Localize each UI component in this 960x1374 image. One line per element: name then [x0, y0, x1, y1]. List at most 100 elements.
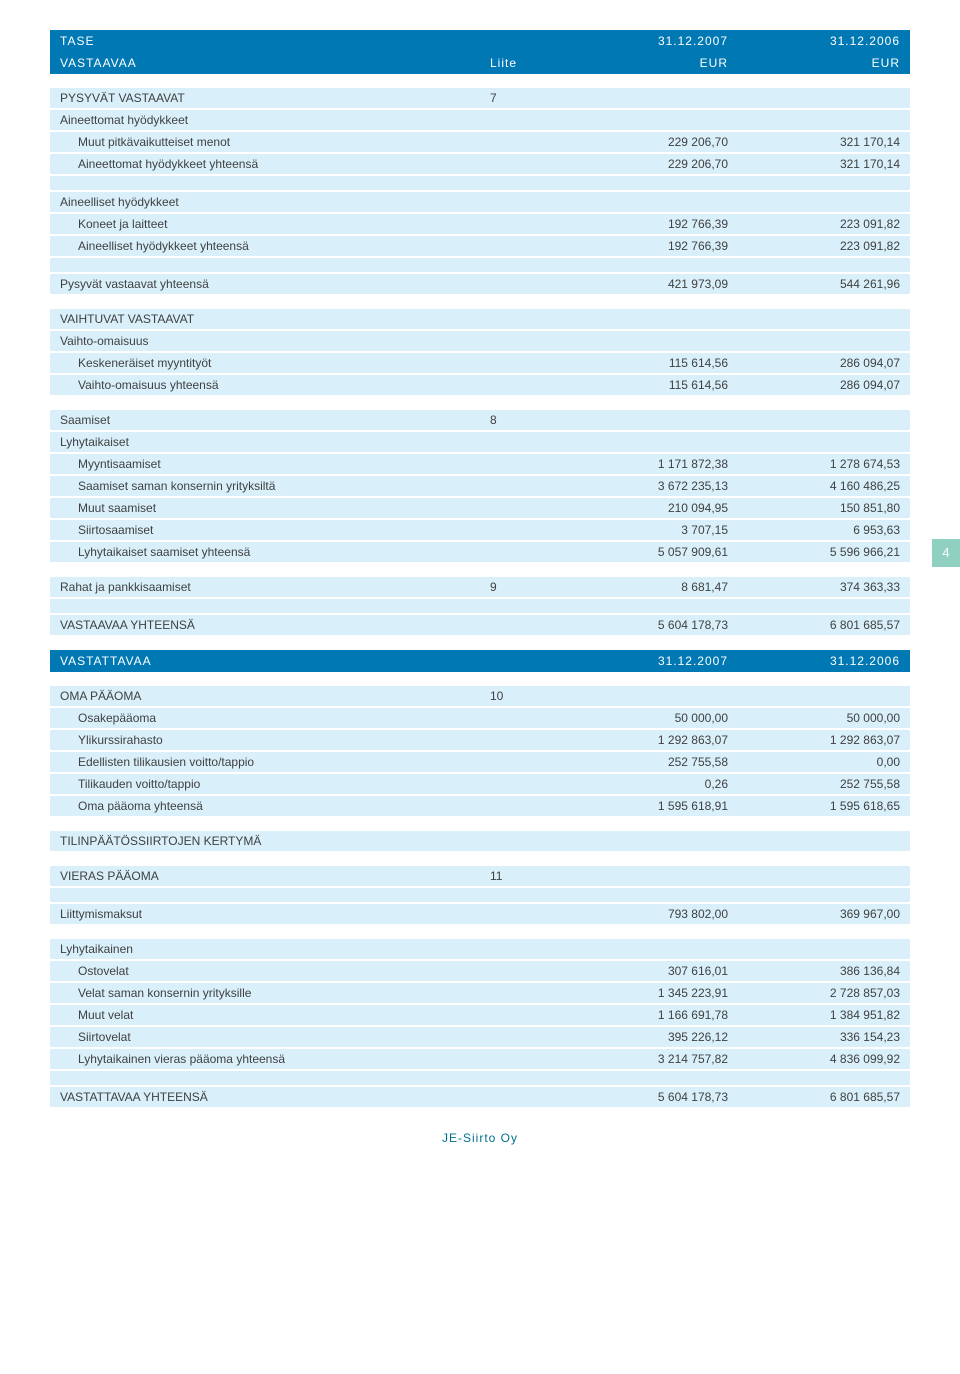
table-row: Edellisten tilikausien voitto/tappio252 …: [50, 751, 910, 773]
row-label: Edellisten tilikausien voitto/tappio: [50, 751, 480, 773]
table-row: Siirtovelat395 226,12336 154,23: [50, 1026, 910, 1048]
vastattavaa-header: VASTATTAVAA 31.12.2007 31.12.2006: [50, 650, 910, 672]
row-value-2007: [566, 191, 738, 213]
row-value-2007: 115 614,56: [566, 352, 738, 374]
row-value-2007: 793 802,00: [566, 903, 738, 925]
row-label: Ylikurssirahasto: [50, 729, 480, 751]
row-value-2007: 1 345 223,91: [566, 982, 738, 1004]
row-label: Oma pääoma yhteensä: [50, 795, 480, 817]
vastaavaa-col2: EUR: [738, 52, 910, 74]
tase-title: TASE: [50, 30, 480, 52]
row-label: TILINPÄÄTÖSSIIRTOJEN KERTYMÄ: [50, 831, 480, 852]
vastattavaa-title: VASTATTAVAA: [50, 650, 480, 672]
table-row: VASTATTAVAA YHTEENSÄ5 604 178,736 801 68…: [50, 1086, 910, 1108]
table-row: Liittymismaksut793 802,00369 967,00: [50, 903, 910, 925]
row-value-2006: 223 091,82: [738, 213, 910, 235]
section-row: TILINPÄÄTÖSSIIRTOJEN KERTYMÄ: [50, 831, 910, 852]
row-value-2006: [738, 831, 910, 852]
row-label: Muut saamiset: [50, 497, 480, 519]
table-row: Ostovelat307 616,01386 136,84: [50, 960, 910, 982]
row-value-2007: 229 206,70: [566, 153, 738, 175]
row-liite: [480, 960, 566, 982]
table-row: Velat saman konsernin yrityksille1 345 2…: [50, 982, 910, 1004]
row-value-2006: 544 261,96: [738, 273, 910, 295]
row-value-2006: [738, 309, 910, 330]
row-value-2007: 1 166 691,78: [566, 1004, 738, 1026]
footer-company: JE-Siirto Oy: [50, 1131, 910, 1145]
section-row: OMA PÄÄOMA10: [50, 686, 910, 707]
row-value-2006: [738, 330, 910, 352]
row-value-2007: [566, 686, 738, 707]
vastaavaa-col1: EUR: [566, 52, 738, 74]
row-label: VASTATTAVAA YHTEENSÄ: [50, 1086, 480, 1108]
row-liite: [480, 982, 566, 1004]
tase-liite: [480, 30, 566, 52]
row-value-2007: 5 604 178,73: [566, 1086, 738, 1108]
row-value-2007: 5 057 909,61: [566, 541, 738, 563]
row-label: PYSYVÄT VASTAAVAT: [50, 88, 480, 109]
row-liite: [480, 903, 566, 925]
table-row: Oma pääoma yhteensä1 595 618,911 595 618…: [50, 795, 910, 817]
row-value-2006: 223 091,82: [738, 235, 910, 257]
section-row: VAIHTUVAT VASTAAVAT: [50, 309, 910, 330]
row-liite: [480, 541, 566, 563]
row-value-2006: 2 728 857,03: [738, 982, 910, 1004]
row-value-2007: [566, 939, 738, 960]
row-value-2006: 386 136,84: [738, 960, 910, 982]
row-value-2007: 395 226,12: [566, 1026, 738, 1048]
row-label: Liittymismaksut: [50, 903, 480, 925]
table-row: Saamiset8: [50, 410, 910, 431]
row-value-2007: [566, 831, 738, 852]
row-label: Myyntisaamiset: [50, 453, 480, 475]
spacer-row: [50, 257, 910, 273]
balance-sheet-page: TASE 31.12.2007 31.12.2006 VASTAAVAA Lii…: [0, 0, 960, 1165]
table-row: Lyhytaikaiset saamiset yhteensä5 057 909…: [50, 541, 910, 563]
row-liite: [480, 773, 566, 795]
row-label: Keskeneräiset myyntityöt: [50, 352, 480, 374]
table-row: Keskeneräiset myyntityöt115 614,56286 09…: [50, 352, 910, 374]
table-row: Aineettomat hyödykkeet: [50, 109, 910, 131]
row-value-2006: [738, 191, 910, 213]
gap-row: [50, 396, 910, 410]
section-row: VIERAS PÄÄOMA11: [50, 866, 910, 887]
vastattavaa-col1: 31.12.2007: [566, 650, 738, 672]
row-liite: 7: [480, 88, 566, 109]
row-liite: [480, 109, 566, 131]
gap-row: [50, 925, 910, 939]
row-liite: [480, 330, 566, 352]
spacer-row: [50, 175, 910, 191]
row-label: Tilikauden voitto/tappio: [50, 773, 480, 795]
row-liite: [480, 1004, 566, 1026]
row-label: Muut velat: [50, 1004, 480, 1026]
row-label: Rahat ja pankkisaamiset: [50, 577, 480, 598]
table-row: Muut pitkävaikutteiset menot229 206,7032…: [50, 131, 910, 153]
vastaavaa-liite: Liite: [480, 52, 566, 74]
row-value-2006: [738, 410, 910, 431]
row-value-2006: 4 836 099,92: [738, 1048, 910, 1070]
row-value-2007: [566, 309, 738, 330]
table-row: Siirtosaamiset3 707,156 953,63: [50, 519, 910, 541]
row-label: Aineettomat hyödykkeet yhteensä: [50, 153, 480, 175]
row-label: Lyhytaikaiset: [50, 431, 480, 453]
row-value-2006: 321 170,14: [738, 131, 910, 153]
row-liite: [480, 191, 566, 213]
row-liite: [480, 431, 566, 453]
row-label: Siirtosaamiset: [50, 519, 480, 541]
row-value-2007: 50 000,00: [566, 707, 738, 729]
row-value-2006: 1 278 674,53: [738, 453, 910, 475]
row-value-2006: [738, 109, 910, 131]
row-value-2007: 192 766,39: [566, 213, 738, 235]
vastaavaa-header: VASTAAVAA Liite EUR EUR: [50, 52, 910, 74]
table-row: Muut velat1 166 691,781 384 951,82: [50, 1004, 910, 1026]
row-value-2006: 1 595 618,65: [738, 795, 910, 817]
spacer-row: [50, 887, 910, 903]
gap-row: [50, 563, 910, 577]
row-liite: [480, 453, 566, 475]
table-row: Rahat ja pankkisaamiset98 681,47374 363,…: [50, 577, 910, 598]
row-value-2007: 3 707,15: [566, 519, 738, 541]
tase-vastaavaa-table: TASE 31.12.2007 31.12.2006 VASTAAVAA Lii…: [50, 30, 910, 650]
row-liite: [480, 939, 566, 960]
table-row: Osakepääoma50 000,0050 000,00: [50, 707, 910, 729]
table-row: Koneet ja laitteet192 766,39223 091,82: [50, 213, 910, 235]
row-value-2007: 421 973,09: [566, 273, 738, 295]
